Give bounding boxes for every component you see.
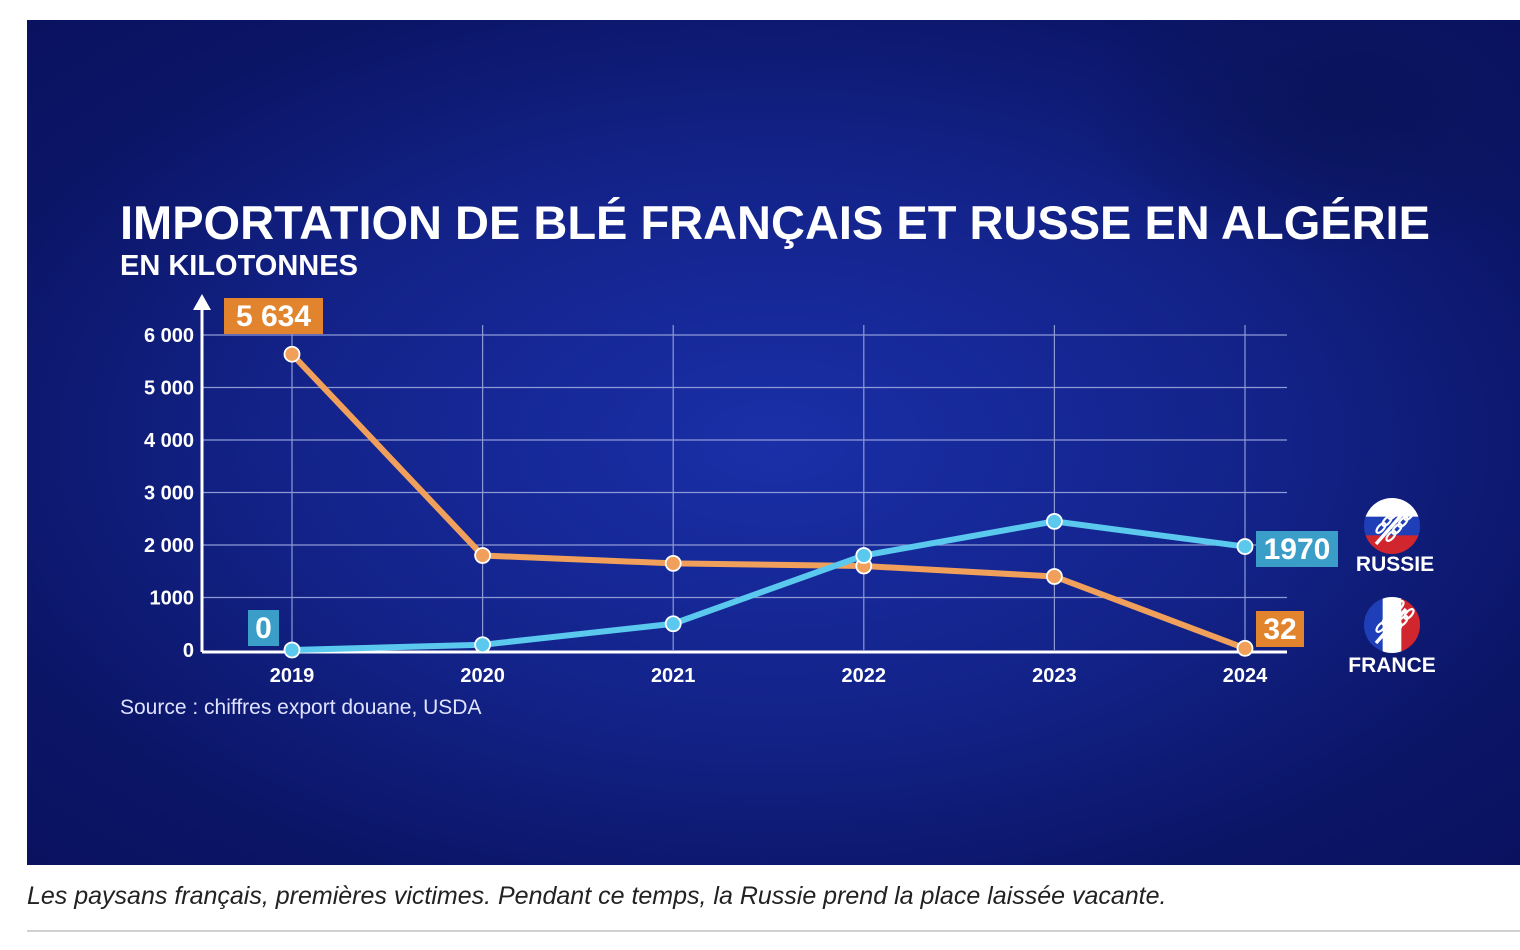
y-tick-label: 6 000 xyxy=(144,325,194,347)
series-line-russie xyxy=(289,518,1248,653)
data-point-russie xyxy=(664,615,682,633)
data-point-russie xyxy=(474,636,492,654)
chart-source: Source : chiffres export douane, USDA xyxy=(120,696,482,719)
data-label-france-2019-box xyxy=(224,298,323,334)
data-point-france xyxy=(283,345,301,363)
divider xyxy=(27,930,1520,932)
data-point-russie xyxy=(1236,538,1254,555)
x-tick-label: 2019 xyxy=(270,665,315,687)
chart-subtitle: EN KILOTONNES xyxy=(120,250,358,282)
series-line-france xyxy=(289,351,1248,652)
y-tick-label: 3 000 xyxy=(144,483,194,505)
data-point-france xyxy=(1236,639,1254,657)
y-tick-label: 5 000 xyxy=(144,378,194,400)
x-tick-label: 2024 xyxy=(1223,665,1268,687)
y-tick-label: 0 xyxy=(183,640,194,662)
data-label-france-2019: 5 634 xyxy=(236,300,311,333)
france-wheat-flag-icon xyxy=(1364,597,1420,653)
data-point-russie xyxy=(1046,512,1063,530)
chart-panel: IMPORTATION DE BLÉ FRANÇAIS ET RUSSE EN … xyxy=(27,20,1520,865)
data-label-russie-2019-box xyxy=(248,610,279,646)
x-tick-label: 2023 xyxy=(1032,665,1077,687)
x-tick-label: 2020 xyxy=(460,665,505,687)
data-point-france xyxy=(474,547,492,564)
data-label-russie-2019: 0 xyxy=(255,612,272,645)
data-point-france xyxy=(1046,568,1063,585)
chart-title: IMPORTATION DE BLÉ FRANÇAIS ET RUSSE EN … xyxy=(120,196,1430,249)
data-label-russie-2024-box xyxy=(1256,531,1338,567)
data-label-france-2024-box xyxy=(1256,611,1304,647)
data-point-france xyxy=(664,554,682,572)
data-point-russie xyxy=(855,547,873,564)
data-label-russie-2024: 1970 xyxy=(1264,533,1331,566)
legend-label-russie: RUSSIE xyxy=(1356,553,1434,576)
line-chart: 0 1000 2 000 3 000 4 000 5 000 6 000 2019 2020 20… xyxy=(144,294,1436,687)
y-tick-label: 2 000 xyxy=(144,535,194,557)
data-point-russie xyxy=(283,641,301,659)
legend-label-france: FRANCE xyxy=(1348,654,1436,677)
image-caption: Les paysans français, premières victimes… xyxy=(27,882,1167,910)
russie-wheat-flag-icon xyxy=(1364,498,1420,554)
y-tick-label: 1000 xyxy=(150,588,195,610)
x-tick-label: 2022 xyxy=(842,665,887,687)
y-tick-label: 4 000 xyxy=(144,430,194,452)
x-tick-label: 2021 xyxy=(651,665,696,687)
data-label-france-2024: 32 xyxy=(1263,613,1296,646)
y-axis-arrow xyxy=(193,294,211,310)
